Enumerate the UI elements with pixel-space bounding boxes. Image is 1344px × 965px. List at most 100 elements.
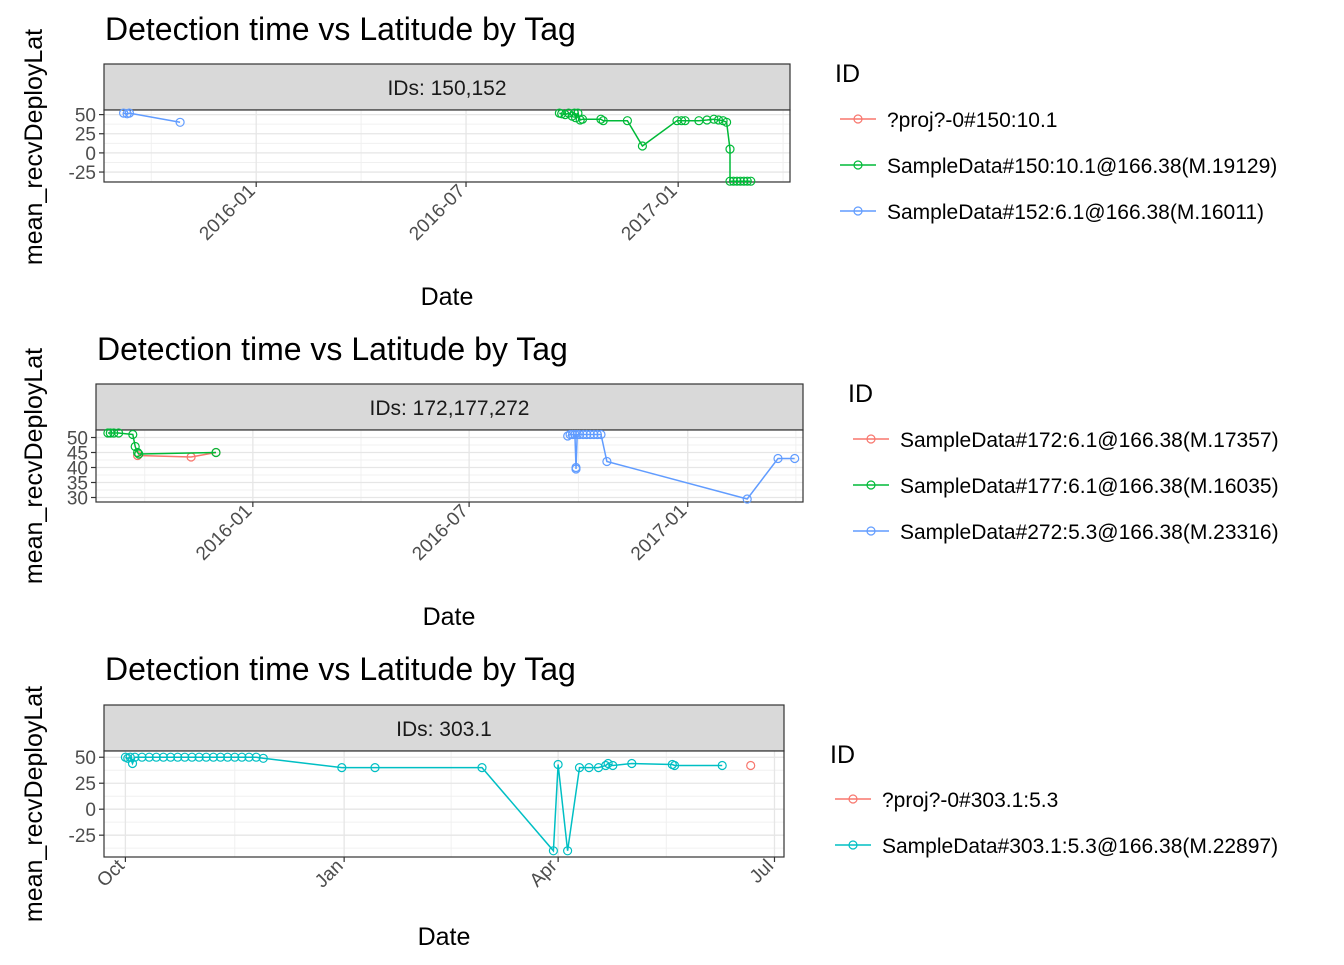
data-point — [166, 752, 176, 762]
y-tick-label: 45 — [67, 444, 88, 465]
legend: ID SampleData#172:6.1@166.38(M.17357) Samp… — [848, 380, 1279, 544]
data-point — [572, 429, 582, 440]
data-point — [215, 752, 226, 762]
data-point — [746, 760, 756, 771]
data-point — [144, 752, 154, 762]
data-point — [713, 115, 724, 125]
legend-key-point — [853, 160, 863, 170]
data-point — [735, 176, 746, 186]
legend-entry-label: ?proj?-0#150:10.1 — [887, 109, 1057, 132]
y-axis-title: mean_recvDeployLat — [20, 686, 48, 922]
legend-entry-label: SampleData#177:6.1@166.38(M.16035) — [900, 475, 1279, 498]
data-point — [244, 752, 254, 762]
data-point — [702, 115, 712, 125]
y-tick-label: 50 — [75, 106, 96, 127]
data-point — [680, 116, 690, 126]
data-point — [208, 752, 218, 762]
data-point — [103, 428, 113, 438]
data-point — [127, 758, 138, 769]
y-tick-label: 0 — [85, 144, 96, 165]
plot-border — [103, 750, 785, 858]
data-point — [577, 114, 588, 124]
data-point — [596, 429, 606, 440]
series-1 — [746, 760, 756, 771]
legend: ID ?proj?-0#303.1:5.3 SampleData#303.1:5.3… — [830, 741, 1278, 858]
data-point — [578, 429, 588, 440]
data-point — [133, 447, 143, 458]
data-point — [251, 752, 261, 762]
x-tick-label: Apr — [526, 855, 562, 891]
data-point — [596, 114, 606, 124]
data-point — [569, 108, 580, 118]
x-axis-title: Date — [421, 283, 474, 311]
data-point — [717, 760, 727, 771]
data-point — [109, 428, 119, 438]
data-point — [557, 109, 567, 119]
series-2 — [120, 752, 727, 856]
legend-entry-label: SampleData#172:6.1@166.38(M.17357) — [900, 429, 1279, 452]
y-tick-label: -25 — [69, 826, 96, 847]
data-point — [742, 176, 752, 186]
data-point — [589, 429, 599, 440]
data-point — [721, 117, 732, 127]
data-point — [194, 752, 204, 762]
data-point — [773, 453, 783, 464]
facet-strip-label: IDs: 172,177,272 — [370, 397, 530, 420]
legend-entry-label: SampleData#150:10.1@166.38(M.19129) — [887, 155, 1277, 178]
data-point — [567, 429, 578, 440]
chart-title: Detection time vs Latitude by Tag — [105, 651, 576, 687]
data-point — [370, 762, 380, 773]
y-tick-label: 50 — [75, 748, 96, 769]
data-point — [603, 758, 613, 769]
x-tick-label: 2017-01 — [618, 181, 682, 245]
y-tick-label: 0 — [85, 800, 96, 821]
series-line — [125, 756, 723, 853]
data-point — [565, 429, 575, 440]
plot-border — [95, 429, 804, 503]
chart-panel-2: Detection time vs Latitude by Tag IDs: 17… — [20, 331, 1279, 631]
facet-strip — [95, 383, 804, 431]
chart-panel-1: Detection time vs Latitude by Tag IDs: 15… — [20, 11, 1277, 311]
data-point — [585, 429, 595, 440]
data-point — [113, 428, 124, 438]
data-point — [180, 752, 190, 762]
y-tick-label: 25 — [75, 125, 96, 146]
data-point — [211, 447, 221, 458]
data-point — [130, 752, 140, 762]
chart-title: Detection time vs Latitude by Tag — [105, 11, 576, 47]
plot-border — [103, 109, 791, 183]
chart-title: Detection time vs Latitude by Tag — [97, 331, 568, 367]
data-point — [130, 441, 140, 452]
data-point — [728, 176, 739, 186]
data-point — [790, 453, 800, 464]
data-point — [201, 752, 211, 762]
data-point — [742, 494, 752, 504]
facet-strip — [103, 63, 791, 111]
data-point — [237, 752, 247, 762]
data-point — [732, 176, 742, 186]
legend-key-point — [848, 794, 858, 804]
data-point — [151, 752, 161, 762]
legend-key-point — [853, 206, 863, 216]
data-point — [187, 752, 197, 762]
data-point — [562, 846, 573, 856]
facet-strip-label: IDs: 150,152 — [387, 77, 506, 100]
legend-title: ID — [830, 741, 855, 769]
x-tick-label: Jul — [746, 856, 778, 888]
series-3 — [118, 108, 185, 127]
legend-key-point — [866, 526, 876, 536]
chart-panel-3: Detection time vs Latitude by Tag IDs: 30… — [20, 651, 1278, 951]
x-tick-label: 2016-01 — [192, 501, 256, 565]
y-tick-label: 40 — [67, 459, 88, 480]
data-point — [477, 762, 487, 773]
data-point — [676, 116, 687, 126]
legend-title: ID — [848, 380, 873, 408]
data-point — [602, 456, 612, 467]
y-axis-title: mean_recvDeployLat — [20, 29, 48, 265]
y-axis-title: mean_recvDeployLat — [20, 348, 48, 584]
y-tick-label: 25 — [75, 774, 96, 795]
series-2 — [554, 108, 756, 186]
data-point — [592, 429, 603, 440]
data-point — [553, 759, 563, 770]
